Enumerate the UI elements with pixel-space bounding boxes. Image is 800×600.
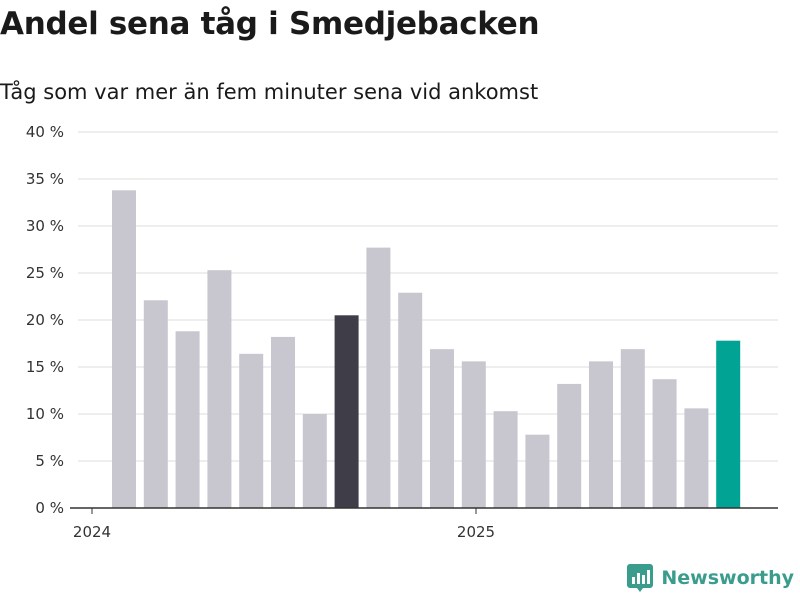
gridlines [78, 131, 778, 462]
y-tick-label: 35 % [26, 170, 64, 188]
bar [143, 300, 168, 508]
bar [652, 379, 677, 508]
brand: Newsworthy [627, 564, 794, 592]
newsworthy-logo-icon [627, 564, 654, 592]
bar [557, 383, 582, 508]
bar [334, 315, 359, 508]
brand-name: Newsworthy [661, 567, 794, 589]
bar [112, 190, 136, 508]
bars [112, 190, 741, 508]
chart-subtitle: Tåg som var mer än fem minuter sena vid … [0, 80, 539, 104]
y-axis-tick-labels: 0 % 5 % 10 % 15 % 20 % 25 % 30 % 35 % 40 % [26, 123, 64, 517]
x-tick-label: 2025 [457, 523, 495, 541]
y-tick-label: 30 % [26, 217, 64, 235]
x-axis-tick-labels: 2024 2025 [73, 508, 495, 541]
bar [589, 361, 613, 508]
y-tick-label: 15 % [26, 358, 64, 376]
y-tick-label: 25 % [26, 264, 64, 282]
y-tick-label: 0 % [35, 499, 64, 517]
y-tick-label: 10 % [26, 405, 64, 423]
bar [207, 270, 232, 508]
chart-title: Andel sena tåg i Smedjebacken [0, 6, 540, 42]
bar [302, 414, 327, 508]
bar [525, 434, 550, 508]
bar [620, 349, 645, 508]
bar [398, 292, 423, 508]
bar [366, 247, 391, 508]
y-tick-label: 40 % [26, 123, 64, 141]
bar [461, 361, 486, 508]
x-tick-label: 2024 [73, 523, 111, 541]
bar [430, 349, 454, 508]
bar [271, 336, 295, 508]
bar [493, 411, 518, 508]
bar [716, 340, 741, 508]
y-tick-label: 5 % [35, 452, 64, 470]
y-tick-label: 20 % [26, 311, 64, 329]
bar [239, 353, 264, 508]
bar [175, 331, 200, 508]
bar [684, 408, 709, 508]
